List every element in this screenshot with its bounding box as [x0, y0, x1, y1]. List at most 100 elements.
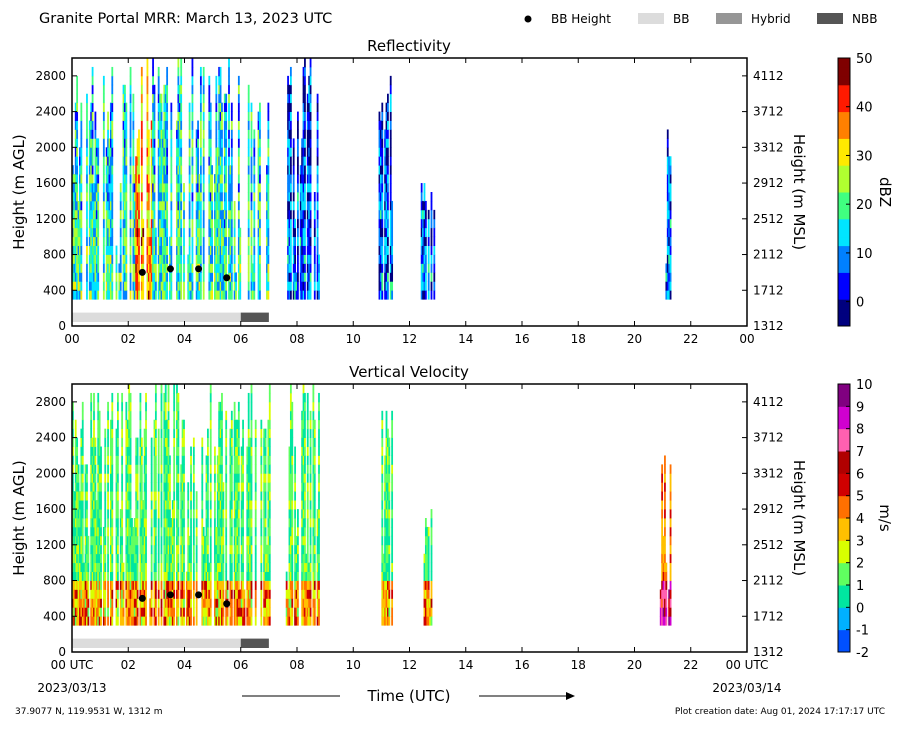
field-cell	[238, 500, 240, 509]
field-cell	[138, 165, 140, 174]
field-cell	[251, 500, 253, 509]
field-cell	[82, 438, 84, 447]
field-cell	[290, 255, 292, 264]
field-cell	[177, 429, 179, 438]
field-cell	[86, 272, 88, 281]
field-cell	[137, 438, 139, 447]
field-cell	[314, 518, 316, 527]
field-cell	[161, 455, 163, 464]
field-cell	[155, 402, 157, 411]
field-cell	[207, 554, 209, 563]
field-cell	[239, 255, 241, 264]
field-cell	[154, 219, 156, 228]
field-cell	[238, 219, 240, 228]
field-cell	[154, 165, 156, 174]
field-cell	[314, 607, 316, 616]
field-cell	[107, 581, 109, 590]
field-cell	[291, 482, 293, 491]
field-cell	[255, 447, 257, 456]
field-cell	[117, 420, 119, 429]
field-cell	[297, 174, 299, 183]
field-cell	[304, 255, 306, 264]
field-cell	[428, 281, 430, 290]
field-cell	[121, 527, 123, 536]
field-cell	[138, 174, 140, 183]
field-cell	[253, 246, 255, 255]
field-cell	[203, 201, 205, 210]
field-cell	[104, 482, 106, 491]
field-cell	[111, 518, 113, 527]
field-cell	[173, 607, 175, 616]
field-cell	[138, 281, 140, 290]
field-cell	[183, 246, 185, 255]
field-cell	[151, 563, 153, 572]
field-cell	[210, 491, 212, 500]
field-cell	[238, 85, 240, 94]
field-cell	[231, 563, 233, 572]
field-cell	[147, 85, 149, 94]
field-cell	[107, 598, 109, 607]
field-cell	[151, 473, 153, 482]
field-cell	[86, 94, 88, 103]
field-cell	[242, 491, 244, 500]
field-cell	[291, 545, 293, 554]
field-cell	[228, 103, 230, 112]
field-cell	[269, 482, 271, 491]
field-cell	[132, 103, 134, 112]
field-cell	[253, 156, 255, 165]
field-cell	[90, 402, 92, 411]
field-cell	[207, 500, 209, 509]
field-cell	[310, 129, 312, 138]
x-tick-label: 04	[177, 332, 192, 346]
field-cell	[225, 491, 227, 500]
reflectivity-ylabel-right: Height (m MSL)	[790, 134, 808, 250]
field-cell	[161, 572, 163, 581]
field-cell	[161, 411, 163, 420]
field-cell	[192, 183, 194, 192]
reflectivity-colorbar-label: dBZ	[876, 177, 894, 207]
field-cell	[670, 219, 672, 228]
field-cell	[170, 237, 172, 246]
field-cell	[228, 156, 230, 165]
field-cell	[260, 455, 262, 464]
field-cell	[166, 138, 168, 147]
field-cell	[307, 455, 309, 464]
field-cell	[92, 94, 94, 103]
field-cell	[314, 201, 316, 210]
field-cell	[151, 607, 153, 616]
field-cell	[269, 607, 271, 616]
field-cell	[90, 411, 92, 420]
field-cell	[267, 192, 269, 201]
field-cell	[82, 545, 84, 554]
field-cell	[111, 393, 113, 402]
field-cell	[158, 598, 160, 607]
field-cell	[390, 94, 392, 103]
field-cell	[155, 384, 157, 393]
field-cell	[200, 210, 202, 219]
field-cell	[173, 438, 175, 447]
field-cell	[251, 589, 253, 598]
field-cell	[161, 509, 163, 518]
field-cell	[197, 129, 199, 138]
field-cell	[231, 509, 233, 518]
field-cell	[166, 246, 168, 255]
field-cell	[99, 411, 101, 420]
field-cell	[170, 272, 172, 281]
field-cell	[207, 473, 209, 482]
field-cell	[310, 438, 312, 447]
field-cell	[103, 85, 105, 94]
field-cell	[190, 598, 192, 607]
field-cell	[170, 201, 172, 210]
field-cell	[231, 438, 233, 447]
field-cell	[166, 129, 168, 138]
field-cell	[267, 156, 269, 165]
field-cell	[166, 201, 168, 210]
field-cell	[231, 263, 233, 272]
field-cell	[210, 581, 212, 590]
field-cell	[293, 147, 295, 156]
field-cell	[87, 581, 89, 590]
field-cell	[180, 112, 182, 121]
field-cell	[177, 589, 179, 598]
field-cell	[253, 272, 255, 281]
field-cell	[221, 438, 223, 447]
